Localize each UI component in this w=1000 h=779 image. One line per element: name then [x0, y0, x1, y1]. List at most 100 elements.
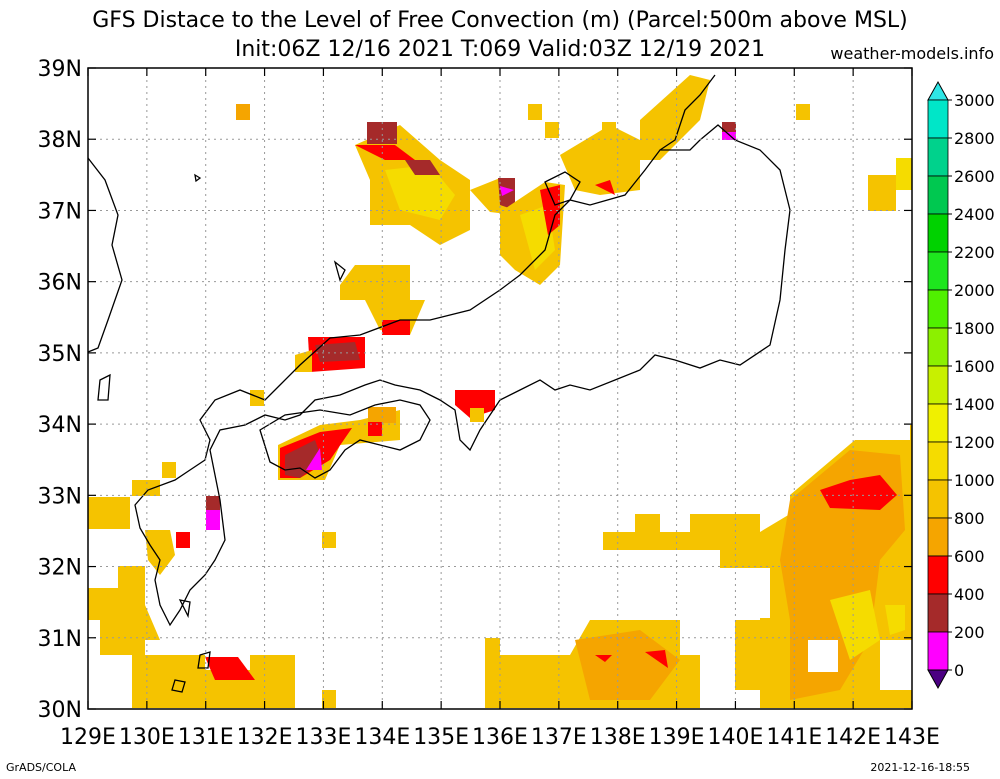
field-patch: [88, 566, 160, 655]
chart-title: GFS Distace to the Level of Free Convect…: [92, 8, 908, 33]
field-patch: [322, 690, 336, 708]
colorbar-label: 2400: [954, 205, 995, 224]
colorbar-segment: [927, 593, 949, 633]
lat-label: 38N: [38, 128, 82, 153]
coastline: [333, 260, 346, 282]
field-patch: [368, 407, 396, 423]
field-patch: [808, 640, 838, 672]
field-patch: [315, 342, 360, 362]
footer-software: GrADS/COLA: [6, 761, 76, 774]
lon-label: 132E: [237, 725, 293, 750]
colorbar-label: 400: [954, 585, 985, 604]
colorbar-segment: [927, 479, 949, 519]
field-patch: [640, 75, 710, 160]
coastline-layer: [87, 74, 791, 693]
chart-subtitle: Init:06Z 12/16 2021 T:069 Valid:03Z 12/1…: [234, 37, 766, 62]
lat-label: 33N: [38, 484, 82, 509]
field-patch: [236, 104, 250, 120]
field-patch: [595, 655, 612, 662]
field-patch: [880, 640, 912, 690]
field-patch: [132, 655, 295, 708]
field-patch: [560, 125, 640, 195]
field-patch: [88, 497, 130, 529]
field-patch: [132, 480, 160, 496]
colorbar-under-arrow: [927, 669, 949, 690]
colorbar-label: 2000: [954, 281, 995, 300]
coastline: [194, 173, 202, 183]
colorbar-label: 2600: [954, 167, 995, 186]
colorbar-segment: [927, 327, 949, 367]
field-patch: [405, 160, 440, 175]
lat-label: 32N: [38, 556, 82, 581]
field-patch: [355, 145, 415, 160]
lon-label: 141E: [766, 725, 822, 750]
lat-label: 36N: [38, 271, 82, 296]
lon-label: 139E: [649, 725, 705, 750]
coastline: [97, 373, 111, 401]
field-patch: [176, 532, 190, 548]
field-patch: [760, 568, 770, 618]
site-credit: weather-models.info: [830, 44, 994, 63]
field-patch: [206, 496, 220, 510]
field-patch: [885, 605, 905, 635]
footer-timestamp: 2021-12-16-18:55: [870, 761, 970, 774]
lat-label: 39N: [38, 57, 82, 82]
colorbar-label: 1800: [954, 319, 995, 338]
coastline: [544, 171, 581, 206]
field-patch: [720, 568, 736, 586]
colorbar-label: 1600: [954, 357, 995, 376]
lon-label: 136E: [472, 725, 528, 750]
field-patch: [306, 448, 322, 470]
coastline: [178, 599, 191, 619]
field-patch: [382, 320, 410, 335]
colorbar-label: 1400: [954, 395, 995, 414]
field-patch: [896, 158, 912, 190]
colorbar-segment: [927, 137, 949, 177]
colorbar-segment: [927, 555, 949, 595]
field-patch: [385, 165, 455, 220]
lon-label: 130E: [119, 725, 175, 750]
field-patch: [528, 104, 542, 120]
field-patch: [545, 122, 559, 138]
lat-label: 31N: [38, 627, 82, 652]
colorbar-segment: [927, 289, 949, 329]
coastline: [134, 124, 791, 627]
field-patch: [498, 178, 515, 210]
field-patch: [820, 475, 897, 510]
lon-label: 140E: [707, 725, 763, 750]
coastline: [259, 399, 431, 479]
field-patch: [602, 122, 616, 138]
colorbar-segment: [927, 441, 949, 481]
lon-label: 137E: [531, 725, 587, 750]
lon-label: 138E: [590, 725, 646, 750]
lon-label: 129E: [60, 725, 116, 750]
field-patch: [780, 450, 905, 700]
lat-label: 34N: [38, 413, 82, 438]
field-patch: [250, 390, 264, 406]
colorbar-segment: [927, 213, 949, 253]
field-patch: [455, 390, 495, 418]
field-patch: [575, 630, 680, 700]
colorbar-segment: [927, 251, 949, 291]
lon-label: 133E: [295, 725, 351, 750]
field-patch: [722, 122, 736, 132]
field-patch: [830, 590, 880, 660]
field-patch: [868, 175, 896, 211]
field-patch: [368, 422, 382, 436]
colorbar-segment: [927, 631, 949, 671]
colorbar-label: 1000: [954, 471, 995, 490]
coastline: [659, 74, 716, 151]
colorbar-label: 3000: [954, 91, 995, 110]
field-patch: [722, 132, 736, 140]
colorbar: 3000280026002400220020001800160014001200…: [927, 80, 995, 690]
field-patch: [367, 122, 397, 144]
lat-label: 35N: [38, 342, 82, 367]
colorbar-segment: [927, 175, 949, 215]
colorbar-label: 2800: [954, 129, 995, 148]
field-patch: [500, 186, 514, 196]
field-patch: [322, 532, 336, 548]
colorbar-label: 600: [954, 547, 985, 566]
lon-label: 131E: [178, 725, 234, 750]
field-patch: [645, 650, 668, 668]
